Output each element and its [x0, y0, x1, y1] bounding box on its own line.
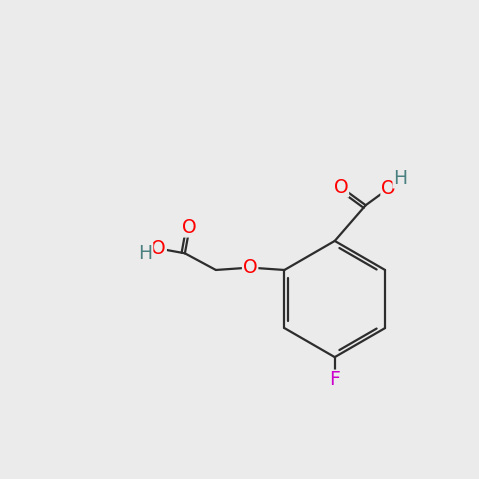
Text: O: O — [333, 178, 348, 196]
Text: H: H — [393, 169, 408, 188]
Text: O: O — [243, 258, 257, 277]
Text: H: H — [138, 244, 152, 263]
Text: O: O — [182, 217, 197, 237]
Text: O: O — [151, 239, 166, 258]
Text: O: O — [381, 179, 396, 198]
Text: F: F — [329, 370, 340, 389]
